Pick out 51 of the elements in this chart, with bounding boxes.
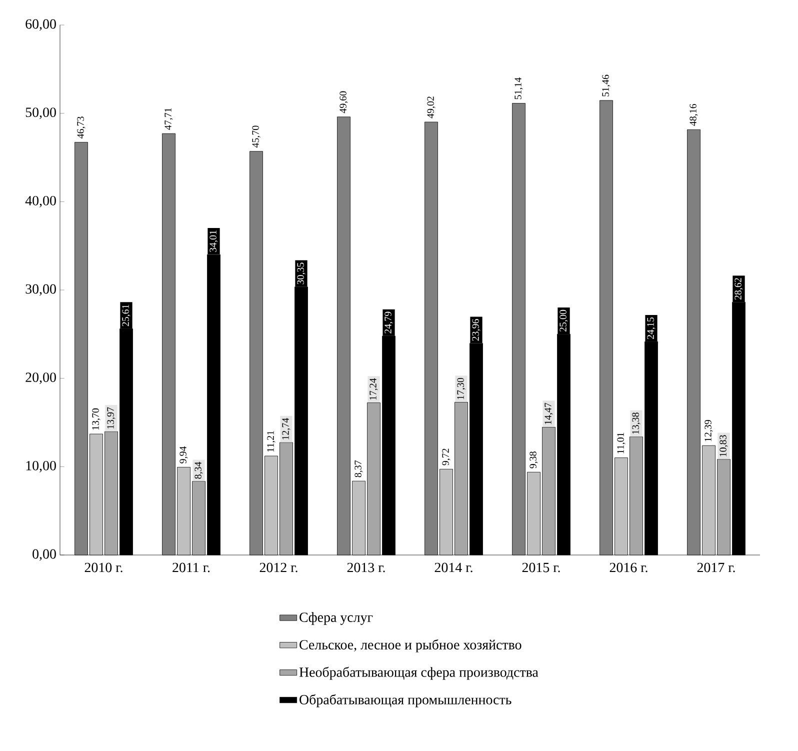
data-label: 25,00 bbox=[560, 310, 568, 332]
legend-label: Необрабатывающая сфера производства bbox=[299, 666, 538, 680]
data-label: 51,14 bbox=[514, 77, 523, 100]
data-label: 28,62 bbox=[734, 278, 743, 300]
x-tick-label: 2014 г. bbox=[434, 562, 472, 572]
data-label: 51,46 bbox=[602, 74, 610, 96]
y-tick-label: 20,00 bbox=[26, 372, 56, 384]
data-label: 11,21 bbox=[267, 431, 276, 452]
data-label: 24,15 bbox=[647, 317, 656, 340]
data-label: 12,74 bbox=[282, 418, 290, 440]
data-label: 34,01 bbox=[210, 230, 218, 252]
data-label: 8,34 bbox=[194, 462, 203, 479]
data-label: 13,38 bbox=[632, 412, 640, 434]
data-label: 9,94 bbox=[180, 446, 188, 464]
legend-label: Обрабатывающая промышленность bbox=[300, 694, 512, 708]
data-label: 11,01 bbox=[617, 432, 626, 454]
data-label: 48,16 bbox=[690, 104, 698, 126]
y-tick-label: 40,00 bbox=[25, 196, 56, 208]
data-label: 8,37 bbox=[354, 460, 363, 478]
x-tick-label: 2012 г. bbox=[260, 562, 298, 572]
x-tick-label: 2016 г. bbox=[610, 562, 648, 572]
data-label: 25,61 bbox=[122, 304, 130, 326]
y-tick-label: 60,00 bbox=[26, 19, 56, 31]
data-label: 49,60 bbox=[340, 91, 348, 114]
legend-label: Сельское, лесное и рыбное хозяйство bbox=[300, 639, 522, 652]
data-label: 13,97 bbox=[107, 407, 116, 429]
data-label: 49,02 bbox=[427, 96, 436, 118]
data-label: 14,47 bbox=[544, 402, 553, 424]
data-label: 30,35 bbox=[297, 262, 306, 284]
x-tick-label: 2015 г. bbox=[522, 562, 560, 572]
y-tick-label: 30,00 bbox=[26, 284, 56, 296]
data-label: 9,38 bbox=[530, 452, 538, 468]
data-label: 45,70 bbox=[252, 126, 260, 148]
legend-label: Сфера услуг bbox=[300, 612, 373, 625]
y-tick-label: 10,00 bbox=[26, 460, 56, 472]
data-label: 46,73 bbox=[77, 116, 86, 139]
data-label: 10,83 bbox=[720, 435, 728, 456]
data-label: 24,79 bbox=[384, 312, 393, 334]
x-tick-label: 2013 г. bbox=[347, 562, 385, 572]
data-label: 9,72 bbox=[442, 448, 450, 466]
y-tick-label: 50,00 bbox=[26, 108, 56, 120]
data-label: 23,96 bbox=[472, 319, 480, 341]
data-label: 17,30 bbox=[457, 378, 466, 400]
data-label: 47,71 bbox=[164, 108, 173, 130]
data-label: 17,24 bbox=[370, 378, 378, 400]
data-label: 13,70 bbox=[92, 408, 100, 430]
y-tick-label: 0,00 bbox=[32, 549, 56, 561]
x-tick-label: 2017 г. bbox=[697, 562, 735, 572]
x-tick-label: 2011 г. bbox=[172, 562, 210, 572]
x-tick-label: 2010 г. bbox=[84, 562, 122, 572]
data-label: 12,39 bbox=[704, 420, 713, 442]
